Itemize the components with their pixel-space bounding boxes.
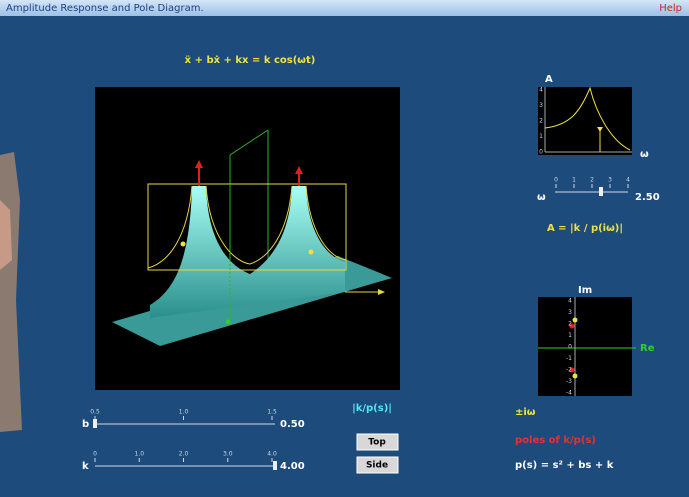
pole [569, 323, 575, 329]
tick-label: -2 [566, 367, 572, 374]
slider-thumb[interactable] [93, 419, 97, 428]
help-link[interactable]: Help [659, 3, 682, 14]
slider-label: k [82, 461, 89, 472]
tick-label: 1.5 [267, 409, 277, 416]
axis-label: ω [640, 149, 649, 160]
tick-label: -1 [566, 355, 572, 362]
tick-label: 3 [608, 177, 612, 184]
photo-fragment [0, 200, 12, 270]
tick-label: 2 [539, 118, 543, 125]
tick-label: 4.0 [267, 451, 277, 458]
surface-label: |k/p(s)| [352, 403, 392, 414]
button[interactable] [356, 456, 399, 474]
tick-label: 4 [568, 298, 572, 305]
axis-label: A [545, 74, 553, 85]
button-label: Top [368, 438, 386, 448]
tick-label: 1.0 [179, 409, 189, 416]
point [308, 249, 314, 255]
slider-value: 2.50 [635, 192, 660, 203]
slider-value: 4.00 [280, 461, 305, 472]
amplitude-plot [538, 87, 632, 155]
point [225, 319, 231, 325]
b-slider[interactable]: b 0.50 [82, 419, 305, 430]
tick-label: 0 [554, 177, 558, 184]
button[interactable] [356, 433, 399, 451]
slider-thumb[interactable] [599, 187, 603, 196]
button-label: Side [366, 461, 388, 471]
tick-label: 4 [626, 177, 630, 184]
tick-label: 1 [572, 177, 576, 184]
slider-thumb[interactable] [273, 461, 277, 470]
tick-label: 4 [539, 87, 543, 94]
point [180, 241, 186, 247]
legend-poles: poles of k/p(s) [515, 435, 596, 446]
pole-arrow [195, 160, 203, 168]
side-button[interactable]: Side [356, 456, 399, 474]
tick-label: 0 [539, 149, 543, 156]
frame [147, 183, 347, 271]
root [572, 317, 578, 323]
plane-line [229, 129, 269, 156]
axis-label: Re [640, 343, 655, 354]
tick-label: 1 [568, 332, 572, 339]
tick-label: 1.0 [134, 451, 144, 458]
slider-value: 0.50 [280, 419, 305, 430]
legend-roots: ±iω [515, 407, 536, 418]
amplitude-curve [544, 86, 631, 151]
k-slider[interactable]: k 4.00 [82, 461, 305, 472]
equation: ẍ + bẋ + kx = k cos(ωt) [185, 55, 316, 66]
top-button[interactable]: Top [356, 433, 399, 451]
root [572, 373, 578, 379]
omega-marker [597, 127, 603, 132]
pole [569, 367, 575, 373]
3d-view [95, 87, 400, 390]
pole-plot [538, 297, 632, 396]
tick-label: 3 [539, 102, 543, 109]
title: Amplitude Response and Pole Diagram. [6, 3, 204, 14]
tick-label: 0.5 [90, 409, 100, 416]
tick-label: 2 [568, 321, 572, 328]
tick-label: 0 [568, 344, 572, 351]
title-bar [0, 0, 689, 16]
tick-label: 0 [93, 451, 97, 458]
amplitude-formula: A = |k / p(iω)| [547, 223, 623, 234]
omega-slider[interactable]: ω 2.50 [537, 187, 660, 203]
frame-curve [147, 185, 347, 269]
slider-label: b [82, 419, 89, 430]
pole-arrow [295, 166, 303, 174]
tick-label: 2 [590, 177, 594, 184]
surface [150, 186, 345, 318]
legend-polynomial: p(s) = s² + bs + k [515, 460, 614, 471]
tick-label: -4 [566, 390, 572, 397]
tick-label: 3 [568, 309, 572, 316]
slider-label: ω [537, 192, 546, 203]
tick-label: -3 [566, 378, 572, 385]
axis-arrow [378, 289, 385, 295]
tick-label: 3.0 [223, 451, 233, 458]
tick-label: 1 [539, 133, 543, 140]
tick-label: 2.0 [179, 451, 189, 458]
axis-label: Im [578, 285, 592, 296]
